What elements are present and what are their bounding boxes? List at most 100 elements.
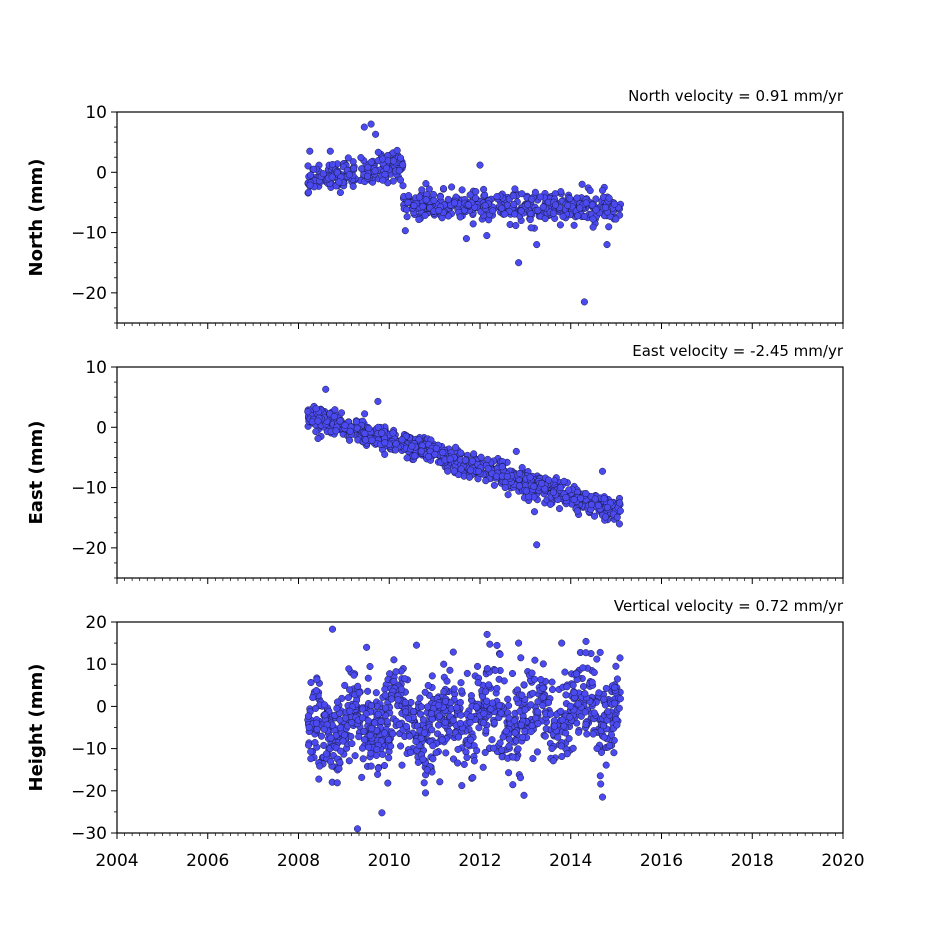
data-point: [434, 721, 443, 729]
data-point: [360, 736, 369, 744]
data-point: [394, 696, 402, 704]
data-point: [496, 739, 504, 747]
data-point: [361, 410, 369, 418]
data-point: [598, 793, 607, 801]
data-point: [600, 733, 608, 741]
data-point: [564, 201, 572, 210]
data-point: [348, 719, 356, 727]
data-point: [491, 666, 499, 674]
data-point: [441, 697, 450, 705]
data-point: [355, 689, 363, 697]
data-point: [436, 778, 444, 786]
data-point: [483, 665, 491, 673]
data-point: [360, 727, 368, 735]
data-point: [333, 698, 342, 706]
data-point: [336, 724, 345, 732]
data-point: [509, 753, 517, 761]
y-axis-label: North (mm): [26, 159, 47, 277]
data-point: [397, 742, 405, 750]
data-point: [372, 130, 380, 138]
data-point: [416, 710, 424, 718]
data-point: [367, 702, 375, 710]
data-point: [592, 206, 600, 214]
data-point: [529, 689, 537, 697]
y-tick-label: −20: [71, 782, 107, 802]
data-point: [582, 720, 590, 728]
x-tick-label: 2004: [95, 851, 138, 871]
data-point: [590, 668, 598, 677]
data-point: [612, 215, 620, 223]
data-point: [526, 216, 534, 224]
data-point: [468, 457, 476, 465]
data-point: [612, 662, 620, 670]
data-point: [367, 120, 375, 128]
y-axis-label: Height (mm): [26, 664, 47, 792]
data-point: [450, 199, 459, 207]
data-point: [602, 203, 610, 212]
data-point: [603, 241, 611, 249]
data-point: [516, 774, 525, 782]
data-point: [418, 186, 426, 194]
data-point: [548, 678, 556, 686]
data-point: [397, 685, 405, 693]
data-point: [402, 722, 410, 730]
data-point: [531, 656, 539, 664]
data-point: [582, 489, 590, 498]
data-point: [322, 750, 330, 758]
data-point: [344, 154, 352, 162]
data-point: [458, 687, 466, 695]
data-point: [549, 757, 557, 765]
data-point: [320, 725, 328, 733]
data-point: [580, 298, 588, 306]
data-point: [512, 221, 520, 230]
data-point: [390, 656, 398, 664]
data-point: [312, 428, 320, 436]
panel-title: Vertical velocity = 0.72 mm/yr: [614, 597, 844, 615]
data-point: [304, 712, 312, 720]
data-point: [411, 452, 419, 460]
panel-title: East velocity = -2.45 mm/yr: [632, 342, 844, 360]
data-point: [304, 162, 312, 170]
data-point: [518, 464, 526, 472]
data-point: [462, 235, 470, 243]
data-point: [401, 227, 409, 235]
data-point: [390, 157, 398, 165]
data-point: [432, 444, 440, 452]
data-point: [333, 779, 341, 787]
data-point: [527, 728, 535, 736]
data-point: [355, 733, 363, 741]
data-point: [341, 714, 350, 722]
data-point: [550, 722, 559, 730]
data-point: [569, 681, 577, 689]
data-point: [509, 781, 517, 789]
data-point: [518, 691, 526, 699]
data-point: [463, 753, 471, 762]
data-point: [466, 191, 474, 199]
data-point: [483, 630, 491, 638]
data-point: [453, 704, 461, 712]
data-point: [554, 733, 562, 741]
data-point: [382, 704, 390, 712]
data-point: [336, 758, 344, 767]
data-point: [517, 654, 525, 662]
data-point: [577, 494, 585, 502]
data-point: [569, 744, 577, 752]
data-point: [519, 733, 527, 741]
data-point: [566, 194, 574, 203]
data-points: [304, 120, 625, 306]
data-point: [593, 655, 601, 663]
data-point: [327, 734, 335, 742]
data-point: [573, 507, 581, 515]
data-point: [565, 486, 573, 494]
data-point: [563, 683, 571, 691]
data-point: [395, 167, 403, 175]
data-point: [332, 427, 340, 435]
data-point: [321, 711, 329, 719]
data-point: [499, 733, 507, 741]
data-point: [361, 429, 369, 438]
data-points: [304, 625, 624, 833]
data-point: [526, 473, 534, 481]
data-point: [335, 765, 343, 773]
data-point: [358, 714, 367, 722]
data-point: [393, 146, 401, 154]
